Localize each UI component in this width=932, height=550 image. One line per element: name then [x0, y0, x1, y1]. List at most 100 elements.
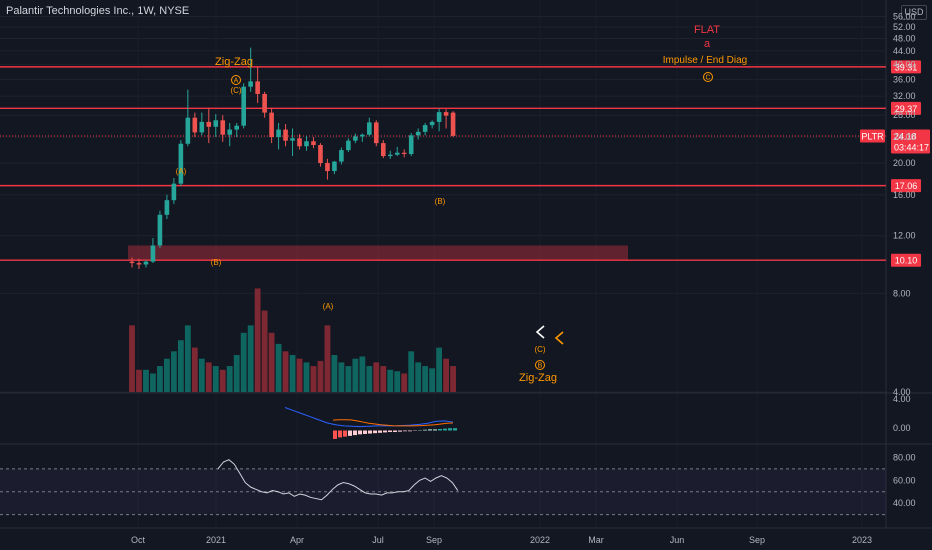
symbol-tag[interactable]: [860, 129, 885, 143]
macd-tick-label: 4.00: [893, 394, 911, 404]
current-price-tag[interactable]: [891, 129, 930, 154]
candle: [290, 128, 295, 157]
candle-body: [332, 161, 337, 172]
level-tag[interactable]: [891, 60, 921, 74]
macd-histogram-bar: [363, 430, 367, 434]
candle-body: [353, 136, 358, 141]
candle: [262, 91, 267, 118]
volume-bar: [359, 356, 366, 392]
volume-bar: [170, 351, 177, 392]
time-tick-label: 2023: [852, 535, 872, 545]
wave-label: A: [234, 78, 239, 85]
price-tick-label: 28.00: [893, 110, 916, 120]
symbol-label: PLTR: [861, 132, 884, 142]
candle: [325, 158, 330, 180]
candle-body: [157, 214, 163, 246]
time-tick-label: Sep: [749, 535, 765, 545]
level-label: 39.31: [895, 62, 918, 72]
candle-body: [262, 93, 267, 113]
candle: [213, 114, 219, 138]
volume-bar: [317, 360, 324, 392]
volume-bar: [296, 358, 303, 392]
candle-body: [408, 135, 414, 155]
candle: [415, 128, 421, 140]
macd-pane: [284, 407, 457, 439]
candle-body: [129, 261, 135, 264]
rsi-line: [217, 459, 459, 501]
candle: [227, 122, 233, 147]
time-axis: Oct 2021 Apr Jul Sep 2022 Mar Jun Sep 2023: [0, 527, 932, 545]
volume-bar: [226, 366, 233, 392]
volume-bar: [184, 325, 191, 392]
candle-body: [206, 121, 212, 127]
candle: [136, 258, 142, 269]
currency-button[interactable]: USD: [901, 5, 927, 20]
chevron-left-icon: [535, 325, 545, 339]
macd-histogram-bar: [438, 428, 442, 431]
wave-label: (C): [534, 345, 545, 354]
candle: [374, 120, 379, 147]
candle-body: [325, 163, 330, 172]
candle: [408, 132, 414, 157]
macd-histogram-bar: [358, 430, 362, 435]
volume-bar: [289, 355, 296, 392]
volume-bar: [415, 362, 422, 392]
candle-body: [283, 129, 288, 141]
candle-body: [290, 138, 295, 141]
level-label: 17.06: [895, 181, 918, 191]
current-price-label: 24.18: [894, 132, 917, 142]
candle: [394, 146, 400, 157]
volume-bar: [373, 362, 380, 392]
candle: [297, 134, 302, 150]
candle-body: [199, 121, 205, 133]
wave-label: FLAT: [694, 24, 720, 36]
wave-label: a: [704, 38, 711, 50]
candle-body: [164, 200, 170, 215]
zone-box: [128, 245, 628, 261]
candle: [157, 210, 163, 249]
volume-bar: [164, 358, 170, 392]
candle-body: [374, 122, 379, 144]
volume-bar: [331, 355, 338, 392]
price-tick-label: 36.00: [893, 74, 916, 84]
candle-body: [220, 120, 226, 135]
macd-histogram-bar: [353, 430, 357, 436]
wave-label: B: [538, 363, 543, 370]
price-tick-label: 48.00: [893, 33, 916, 43]
macd-histogram-bar: [448, 428, 452, 431]
candle-body: [192, 117, 198, 133]
wave-label: (A): [176, 167, 187, 176]
candle: [269, 107, 274, 144]
macd-histogram-bar: [333, 430, 337, 439]
candle: [367, 117, 372, 137]
candle: [283, 124, 288, 147]
volume-bar: [129, 325, 135, 392]
volume-bar: [443, 358, 449, 392]
wave-circle: [703, 72, 713, 82]
macd-histogram-bar: [343, 430, 347, 437]
candle-body: [415, 131, 421, 136]
volume-bar: [150, 373, 156, 392]
level-label: 29.37: [895, 104, 918, 114]
candle: [206, 107, 212, 144]
price-tick-label: 8.00: [893, 288, 911, 298]
volume-bar: [338, 362, 345, 392]
candle: [353, 133, 358, 144]
candle-body: [311, 141, 316, 145]
macd-line: [284, 407, 454, 428]
volume-bar: [136, 369, 142, 392]
candle-body: [136, 263, 142, 265]
wave-label: (C): [230, 86, 241, 95]
wave-label: Impulse / End Diag: [663, 55, 748, 66]
level-tag[interactable]: [891, 101, 921, 115]
level-tag[interactable]: [891, 253, 921, 267]
candle: [443, 109, 449, 129]
price-tick-label: 4.00: [893, 387, 911, 397]
candle: [185, 89, 191, 147]
level-tag[interactable]: [891, 179, 921, 193]
time-tick-label: 2021: [206, 535, 226, 545]
candle-body: [248, 81, 253, 87]
candle-body: [185, 117, 191, 144]
